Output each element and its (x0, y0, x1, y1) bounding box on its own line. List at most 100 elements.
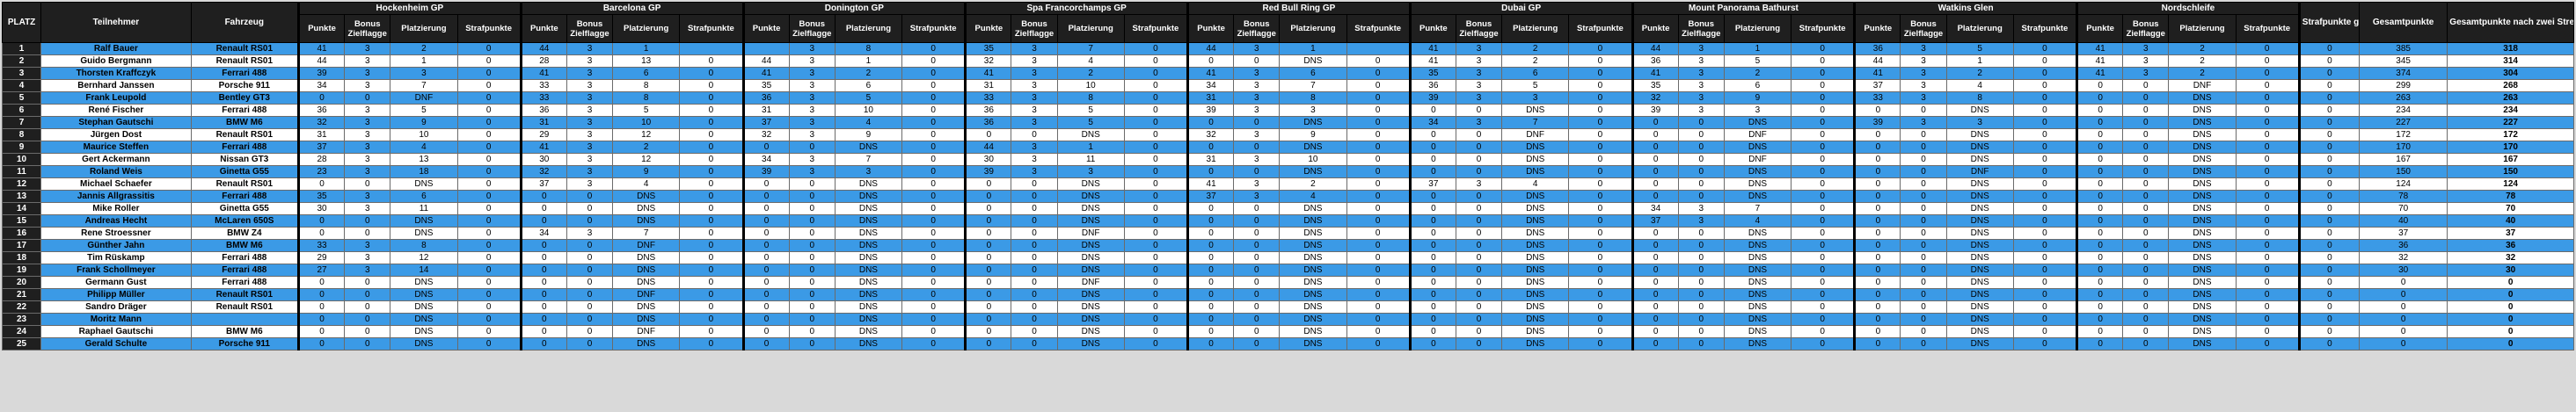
cell-gesamtpunkte: 374 (2358, 67, 2448, 80)
cell-bonus: 0 (1900, 165, 1947, 178)
cell-bonus: 0 (788, 276, 836, 289)
cell-punkte: 0 (1631, 288, 1679, 301)
cell-punkte: 0 (741, 337, 790, 351)
cell-bonus: 3 (1011, 79, 1058, 92)
cell-platzierung: DNS (2168, 116, 2237, 129)
cell-bonus: 0 (1011, 227, 1058, 240)
cell-platzierung: 11 (390, 202, 458, 215)
cell-strafpunkte: 0 (2235, 239, 2300, 252)
cell-strafpunkte: 0 (2235, 227, 2300, 240)
cell-platzierung: 5 (1056, 116, 1125, 129)
cell-bonus: 0 (1900, 177, 1947, 191)
cell-bonus: 3 (1677, 67, 1725, 80)
cell-strafpunkte: 0 (901, 264, 967, 277)
cell-gesamtpunkte-streich: 0 (2447, 276, 2574, 289)
cell-punkte: 36 (1631, 54, 1679, 68)
table-row: 9 Maurice Steffen Ferrari 488 37 3 4 0 41 3 2 0 0 0 D… (1, 141, 2574, 154)
cell-platzierung: DNS (1501, 276, 1570, 289)
cell-bonus: 0 (2122, 214, 2170, 228)
cell-platzierung: 3 (1945, 116, 2014, 129)
cell-bonus: 0 (1011, 239, 1058, 252)
cell-gesamtpunkte-streich: 40 (2447, 214, 2574, 228)
cell-bonus: 0 (1900, 153, 1947, 166)
cell-platzierung: DNS (1279, 325, 1347, 338)
cell-platzierung: DNS (390, 214, 458, 228)
cell-platzierung: DNS (2168, 227, 2237, 240)
cell-punkte: 0 (1853, 128, 1901, 141)
table-row: 8 Jürgen Dost Renault RS01 31 3 10 0 29 3 12 0 32 3 9… (1, 128, 2574, 141)
cell-punkte: 0 (296, 276, 346, 289)
cell-bonus: 3 (1900, 54, 1947, 68)
cell-punkte: 34 (1186, 79, 1235, 92)
cell-punkte: 37 (1853, 79, 1901, 92)
cell-platzierung: DNS (1056, 325, 1125, 338)
cell-platzierung: DNF (612, 239, 681, 252)
cell-punkte: 0 (741, 325, 790, 338)
cell-platzierung: DNS (1723, 227, 1792, 240)
cell-strafpunkte: 0 (1568, 276, 1633, 289)
cell-teilnehmer: Maurice Steffen (40, 141, 192, 154)
cell-bonus: 0 (1011, 190, 1058, 203)
cell-platzierung: DNS (612, 190, 681, 203)
cell-punkte: 44 (1853, 54, 1901, 68)
cell-bonus: 0 (1900, 190, 1947, 203)
cell-strafpunkte: 0 (1568, 116, 1633, 129)
cell-platzierung: DNS (1279, 313, 1347, 326)
cell-gesamtpunkte: 0 (2358, 300, 2448, 314)
cell-platzierung: DNF (612, 325, 681, 338)
cell-strafpunkte: 0 (679, 91, 744, 105)
cell-strafpunkte: 0 (679, 177, 744, 191)
cell-bonus: 0 (1233, 202, 1281, 215)
header-punkte: Punkte (1631, 14, 1679, 43)
cell-fahrzeug: BMW M6 (190, 239, 299, 252)
cell-punkte: 23 (296, 165, 346, 178)
cell-bonus: 0 (2122, 239, 2170, 252)
header-strafpunkte: Strafpunkte (1568, 14, 1633, 43)
header-platzierung: Platzierung (1945, 14, 2014, 43)
cell-bonus: 0 (1900, 325, 1947, 338)
cell-platzierung: DNS (1723, 177, 1792, 191)
cell-platz: 8 (1, 128, 42, 141)
cell-bonus: 3 (1011, 141, 1058, 154)
cell-punkte: 41 (2076, 67, 2124, 80)
cell-strafpunkte: 0 (2012, 300, 2078, 314)
cell-punkte: 0 (1631, 251, 1679, 264)
table-row: 2 Guido Bergmann Renault RS01 44 3 1 0 28 3 13 0 44… (1, 54, 2574, 68)
cell-strafpunkte: 0 (1791, 214, 1856, 228)
cell-strafpunkte: 0 (901, 116, 967, 129)
cell-platzierung: DNS (1723, 239, 1792, 252)
cell-platzierung: DNS (834, 288, 903, 301)
cell-bonus: 0 (788, 214, 836, 228)
cell-gesamtpunkte-streich: 268 (2447, 79, 2574, 92)
cell-punkte: 0 (1186, 165, 1235, 178)
cell-bonus: 0 (1455, 239, 1503, 252)
cell-bonus: 0 (1011, 300, 1058, 314)
cell-punkte: 44 (1186, 42, 1235, 55)
cell-strafpunkte: 0 (2012, 251, 2078, 264)
cell-bonus: 0 (2122, 128, 2170, 141)
cell-bonus: 3 (566, 79, 614, 92)
cell-platzierung: 5 (612, 104, 681, 117)
cell-platzierung: DNS (2168, 276, 2237, 289)
cell-strafpunkte: 0 (2012, 42, 2078, 55)
cell-platzierung: 2 (1056, 67, 1125, 80)
cell-bonus: 3 (788, 128, 836, 141)
cell-strafpunkte (679, 42, 744, 55)
cell-strafpunkte: 0 (2012, 264, 2078, 277)
cell-platzierung: DNS (1279, 276, 1347, 289)
header-strafpunkte: Strafpunkte (2012, 14, 2078, 43)
cell-platzierung: 3 (1056, 165, 1125, 178)
cell-platzierung: DNS (1723, 300, 1792, 314)
cell-strafpunkte: 0 (1791, 239, 1856, 252)
cell-platzierung: 10 (612, 116, 681, 129)
cell-strafpunkte: 0 (1568, 165, 1633, 178)
cell-platz: 15 (1, 214, 42, 228)
cell-strafpunkte: 0 (456, 128, 522, 141)
cell-strafpunkte: 0 (1123, 141, 1189, 154)
cell-punkte: 31 (1186, 91, 1235, 105)
cell-strafpunkte: 0 (2012, 165, 2078, 178)
cell-bonus: 0 (1455, 141, 1503, 154)
cell-bonus: 0 (566, 288, 614, 301)
cell-strafpunkte: 0 (2012, 190, 2078, 203)
cell-bonus: 0 (788, 313, 836, 326)
